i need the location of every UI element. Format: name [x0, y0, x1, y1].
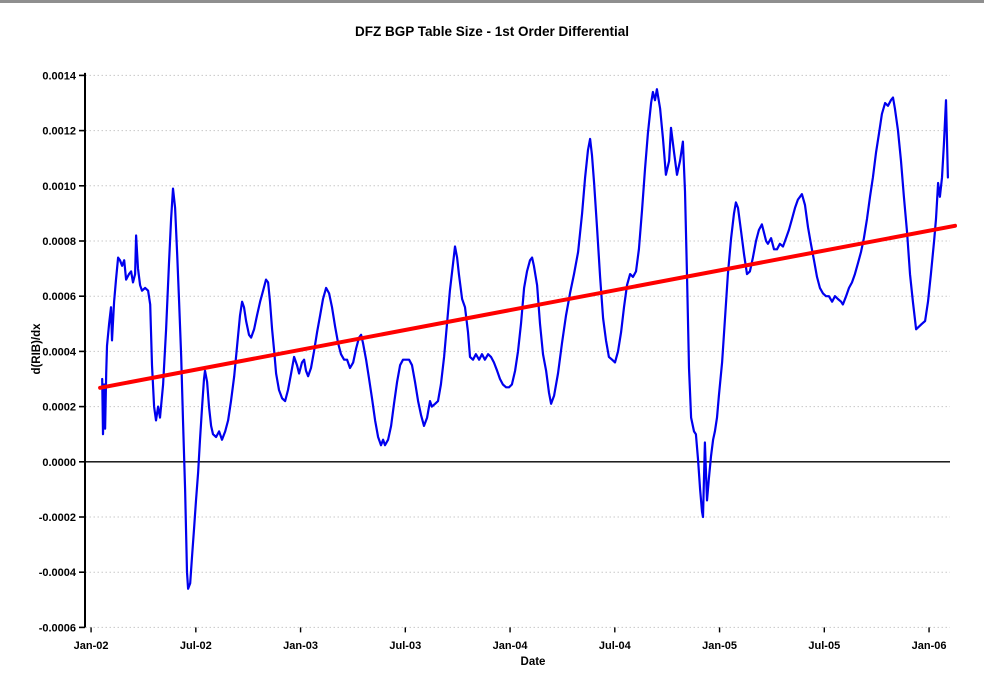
trend-line: [98, 223, 957, 390]
y-axis-tick-label: -0.0006: [39, 622, 76, 634]
data-series-line: [101, 88, 950, 590]
y-axis-tick-label: 0.0002: [42, 402, 76, 414]
y-axis-tick-label: 0.0012: [42, 126, 76, 138]
x-axis-tick-label: Jul-03: [389, 640, 421, 652]
x-axis-tick-label: Jul-05: [808, 640, 840, 652]
window-top-border: [0, 0, 984, 3]
y-axis-tick-label: 0.0010: [42, 181, 76, 193]
y-axis-tick-label: 0.0000: [42, 457, 76, 469]
x-axis-tick-label: Jul-02: [180, 640, 212, 652]
x-axis-tick-label: Jan-02: [74, 640, 109, 652]
chart-title: DFZ BGP Table Size - 1st Order Different…: [354, 24, 630, 39]
y-axis-tick-label: 0.0014: [42, 70, 77, 82]
y-axis-tick-label: 0.0008: [42, 236, 76, 248]
x-axis-tick-label: Jan-03: [283, 640, 318, 652]
x-axis-tick-label: Jul-04: [599, 640, 632, 652]
y-axis-tick-label: -0.0004: [39, 567, 77, 579]
y-axis-tick-label: 0.0006: [42, 291, 76, 303]
x-axis-tick-label: Jan-04: [493, 640, 529, 652]
x-axis-tick-label: Jan-05: [702, 640, 737, 652]
y-axis-tick-label: 0.0004: [42, 346, 77, 358]
x-axis-tick-label: Jan-06: [912, 640, 947, 652]
x-axis-title: Date: [520, 656, 546, 668]
y-axis-tick-label: -0.0002: [39, 512, 76, 524]
